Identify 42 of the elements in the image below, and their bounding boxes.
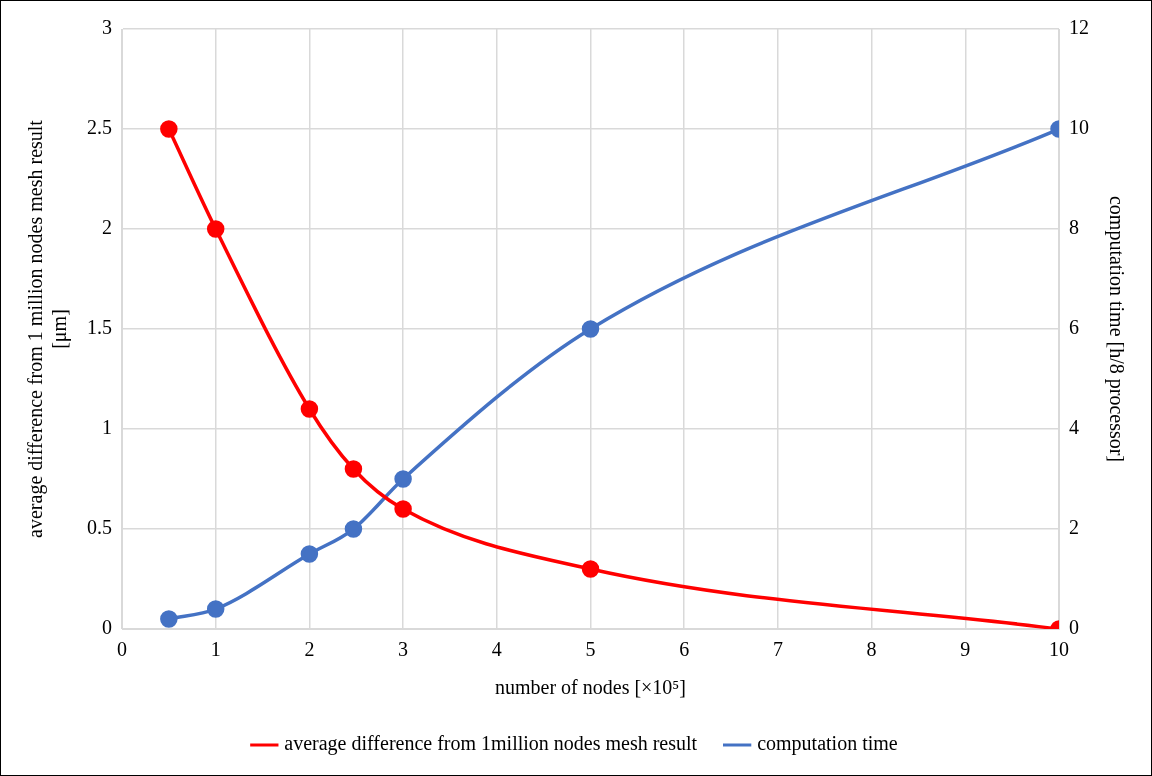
y-tick-label: 1 <box>102 416 112 439</box>
point <box>581 560 600 578</box>
y-tick-label: 0.5 <box>87 516 112 539</box>
point <box>160 610 178 628</box>
x-tick-label: 2 <box>304 638 315 661</box>
x-tick-label: 6 <box>679 638 690 661</box>
y2-tick-label: 4 <box>1069 416 1079 439</box>
x-tick-label: 5 <box>585 638 596 661</box>
y2-tick-label: 12 <box>1069 16 1089 39</box>
y-tick-label: 1.5 <box>87 316 112 339</box>
x-tick-label: 3 <box>398 638 409 661</box>
y2-tick-label: 0 <box>1069 616 1079 639</box>
y2-tick-label: 8 <box>1069 216 1079 239</box>
point <box>160 120 178 138</box>
y2-axis-title: computation time [h/8 processor] <box>1104 195 1128 463</box>
x-tick-label: 9 <box>960 638 971 661</box>
point <box>394 470 412 488</box>
y2-tick-label: 6 <box>1069 316 1079 339</box>
legend-label: computation time <box>757 732 898 756</box>
point <box>581 320 600 338</box>
x-tick-label: 1 <box>210 638 221 661</box>
y-tick-label: 2 <box>102 216 112 239</box>
x-tick-label: 7 <box>772 638 783 661</box>
y-tick-label: 2.5 <box>87 116 112 139</box>
y-tick-label: 0 <box>102 616 112 639</box>
point <box>300 545 319 563</box>
y-tick-label: 3 <box>102 16 112 39</box>
point <box>394 500 412 518</box>
point <box>300 400 319 418</box>
point <box>206 220 225 238</box>
x-tick-label: 8 <box>866 638 877 661</box>
point <box>344 460 363 478</box>
x-axis-title: number of nodes [×10⁵] <box>495 676 686 699</box>
point <box>344 520 363 538</box>
y2-tick-label: 10 <box>1069 116 1089 139</box>
y-axis-title: average difference from 1 million nodes mesh result [μm] <box>24 119 72 538</box>
x-tick-label: 0 <box>117 638 127 661</box>
legend-label: average difference from 1million nodes mesh result <box>284 732 698 756</box>
point <box>206 600 225 618</box>
x-tick-label: 10 <box>1049 638 1069 661</box>
y2-tick-label: 2 <box>1069 516 1079 539</box>
x-tick-label: 4 <box>491 638 502 661</box>
